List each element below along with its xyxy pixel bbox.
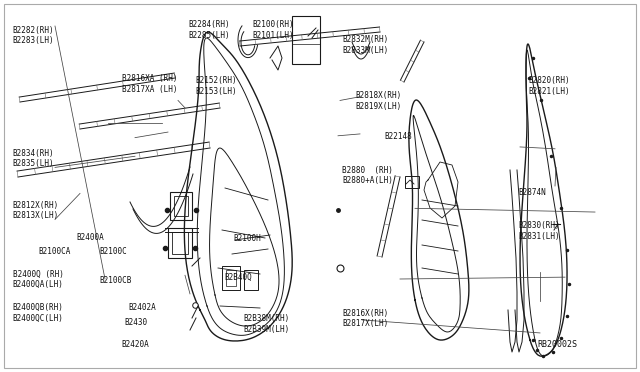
Bar bbox=[174, 196, 188, 216]
Bar bbox=[172, 232, 188, 254]
Text: B2880  (RH)
B2880+A(LH): B2880 (RH) B2880+A(LH) bbox=[342, 166, 393, 185]
Text: RB20002S: RB20002S bbox=[538, 340, 578, 349]
Text: B2B38M(RH)
B2B39M(LH): B2B38M(RH) B2B39M(LH) bbox=[243, 314, 289, 334]
Text: B2152(RH)
B2153(LH): B2152(RH) B2153(LH) bbox=[195, 76, 237, 96]
Text: B2430: B2430 bbox=[125, 318, 148, 327]
Text: B2874N: B2874N bbox=[518, 188, 546, 197]
Text: B2100H: B2100H bbox=[234, 234, 261, 243]
Text: B2816X(RH)
B2817X(LH): B2816X(RH) B2817X(LH) bbox=[342, 309, 388, 328]
Bar bbox=[168, 228, 192, 258]
Text: B2100(RH)
B2101(LH): B2100(RH) B2101(LH) bbox=[253, 20, 294, 40]
Bar bbox=[170, 192, 192, 220]
Bar bbox=[222, 266, 240, 290]
Text: B2B40Q: B2B40Q bbox=[224, 273, 252, 282]
Text: B2830(RH)
B2831(LH): B2830(RH) B2831(LH) bbox=[518, 221, 560, 241]
Text: B2816XA (RH)
B2817XA (LH): B2816XA (RH) B2817XA (LH) bbox=[122, 74, 177, 94]
Text: B2400Q (RH)
B2400QA(LH): B2400Q (RH) B2400QA(LH) bbox=[13, 270, 63, 289]
Text: B2284(RH)
B2285(LH): B2284(RH) B2285(LH) bbox=[189, 20, 230, 40]
Text: B2420A: B2420A bbox=[122, 340, 149, 349]
Text: B2832M(RH)
B2833M(LH): B2832M(RH) B2833M(LH) bbox=[342, 35, 388, 55]
Text: B2402A: B2402A bbox=[128, 303, 156, 312]
Text: B2818X(RH)
B2819X(LH): B2818X(RH) B2819X(LH) bbox=[355, 91, 401, 110]
Text: B2400A: B2400A bbox=[77, 232, 104, 241]
Text: B2100CB: B2100CB bbox=[99, 276, 132, 285]
Text: B2820(RH)
B2821(LH): B2820(RH) B2821(LH) bbox=[528, 76, 570, 96]
Bar bbox=[292, 16, 320, 64]
Text: B2400QB(RH)
B2400QC(LH): B2400QB(RH) B2400QC(LH) bbox=[13, 303, 63, 323]
Bar bbox=[244, 270, 258, 290]
Text: B2282(RH)
B2283(LH): B2282(RH) B2283(LH) bbox=[13, 26, 54, 45]
Bar bbox=[405, 176, 419, 188]
Text: B2812X(RH)
B2813X(LH): B2812X(RH) B2813X(LH) bbox=[13, 201, 59, 220]
Text: B2100CA: B2100CA bbox=[38, 247, 71, 256]
Text: B22148: B22148 bbox=[384, 132, 412, 141]
Bar bbox=[226, 270, 236, 286]
Text: B2834(RH)
B2835(LH): B2834(RH) B2835(LH) bbox=[13, 149, 54, 168]
Text: B2100C: B2100C bbox=[99, 247, 127, 256]
